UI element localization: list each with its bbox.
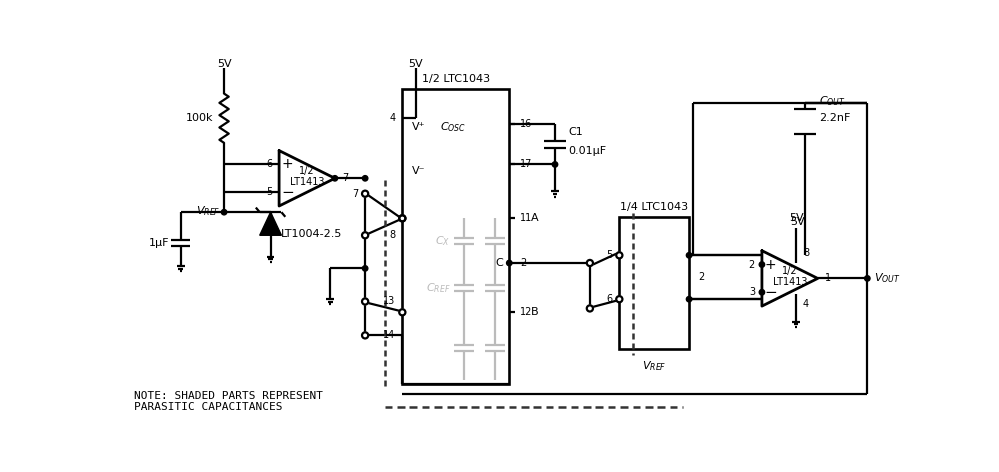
Circle shape [586, 260, 593, 266]
Circle shape [686, 296, 691, 302]
Text: LT1413: LT1413 [290, 177, 325, 187]
Circle shape [586, 305, 593, 312]
Text: +: + [764, 258, 776, 271]
Text: $V_{REF}$: $V_{REF}$ [642, 359, 666, 373]
Text: $V_{REF}$: $V_{REF}$ [196, 204, 220, 218]
Text: 1/2: 1/2 [782, 266, 797, 276]
Text: 5: 5 [606, 250, 612, 260]
Text: V⁺: V⁺ [412, 122, 426, 133]
Circle shape [506, 260, 511, 266]
Text: 0.01µF: 0.01µF [568, 145, 606, 156]
Text: LT1004-2.5: LT1004-2.5 [281, 229, 342, 239]
Text: $C_{OUT}$: $C_{OUT}$ [819, 94, 846, 108]
Text: 1/4 LTC1043: 1/4 LTC1043 [620, 202, 688, 212]
Polygon shape [260, 212, 282, 235]
Text: A: A [531, 213, 538, 223]
Text: 1: 1 [825, 273, 831, 283]
Circle shape [362, 191, 369, 197]
Text: 17: 17 [520, 160, 532, 169]
Bar [619, 217, 689, 349]
Text: 11: 11 [520, 213, 532, 223]
Text: −: − [764, 285, 777, 300]
Circle shape [363, 176, 368, 181]
Text: $C_{OSC}$: $C_{OSC}$ [440, 120, 466, 135]
Circle shape [400, 215, 406, 221]
Text: 6: 6 [606, 294, 612, 304]
Circle shape [616, 252, 622, 258]
Text: 5V: 5V [409, 59, 423, 69]
Text: $C_X$: $C_X$ [436, 234, 451, 248]
Text: 13: 13 [383, 296, 396, 306]
Text: $V_{OUT}$: $V_{OUT}$ [873, 271, 900, 285]
Text: 5V: 5V [789, 213, 803, 223]
Text: V⁻: V⁻ [412, 166, 426, 176]
Text: 4: 4 [803, 299, 809, 309]
Text: 2: 2 [748, 260, 755, 270]
Text: 8: 8 [803, 248, 809, 258]
Text: 16: 16 [520, 119, 532, 129]
Text: C1: C1 [568, 127, 583, 137]
Text: $C_{REF}$: $C_{REF}$ [426, 281, 451, 295]
Text: B: B [531, 307, 538, 317]
Text: 12: 12 [520, 307, 532, 317]
Circle shape [759, 262, 764, 267]
Text: 1µF: 1µF [149, 238, 170, 248]
Circle shape [400, 309, 406, 315]
Text: 14: 14 [383, 330, 396, 340]
Circle shape [686, 253, 691, 258]
Circle shape [362, 298, 369, 304]
Text: NOTE: SHADED PARTS REPRESENT
PARASITIC CAPACITANCES: NOTE: SHADED PARTS REPRESENT PARASITIC C… [134, 391, 323, 413]
Text: 8: 8 [390, 230, 396, 240]
Circle shape [616, 296, 622, 302]
Circle shape [400, 215, 406, 221]
Text: 6: 6 [266, 160, 272, 169]
Text: 1/2: 1/2 [299, 166, 315, 176]
Text: 1/2 LTC1043: 1/2 LTC1043 [422, 74, 490, 84]
Circle shape [864, 276, 870, 281]
Text: 5: 5 [266, 187, 272, 197]
Bar [403, 89, 509, 384]
Circle shape [363, 266, 368, 271]
Text: 2.2nF: 2.2nF [819, 113, 851, 123]
Text: C: C [496, 258, 503, 268]
Circle shape [362, 332, 369, 338]
Text: 7: 7 [342, 173, 348, 183]
Text: 7: 7 [352, 189, 359, 199]
Text: 4: 4 [390, 113, 396, 123]
Text: 5V: 5V [790, 217, 805, 227]
Circle shape [759, 289, 764, 295]
Text: 100k: 100k [186, 113, 213, 123]
Circle shape [552, 162, 557, 167]
Circle shape [362, 232, 369, 238]
Text: +: + [282, 158, 294, 171]
Circle shape [333, 176, 338, 181]
Text: LT1413: LT1413 [772, 277, 807, 287]
Circle shape [222, 210, 227, 215]
Text: 2: 2 [698, 272, 704, 282]
Text: −: − [282, 185, 294, 200]
Text: 3: 3 [749, 287, 755, 297]
Text: 2: 2 [520, 258, 526, 268]
Text: 5V: 5V [217, 59, 232, 69]
